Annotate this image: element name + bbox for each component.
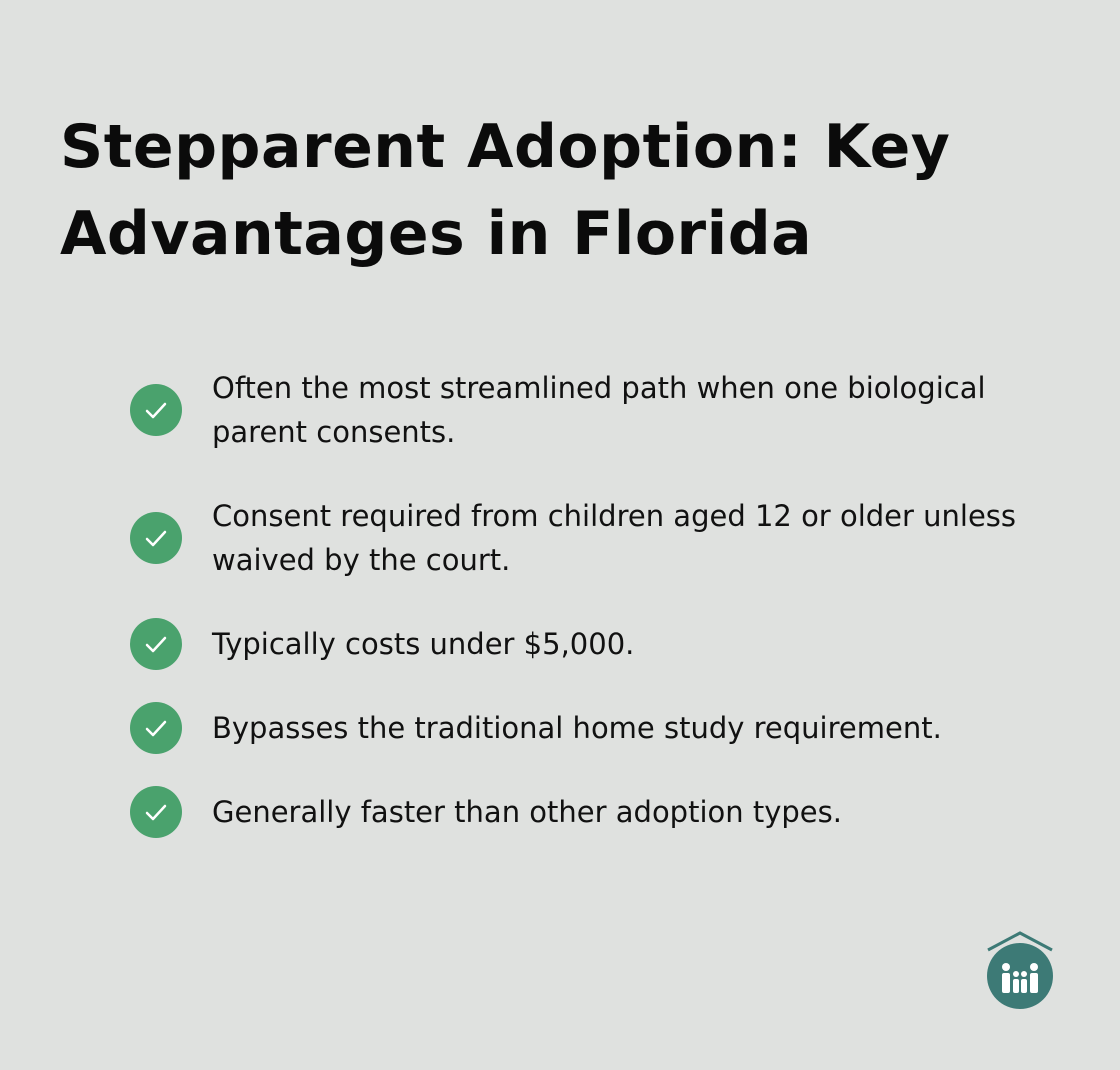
advantage-item: Bypasses the traditional home study requ… [130,702,1060,754]
check-icon [130,786,182,838]
advantage-item: Consent required from children aged 12 o… [130,494,1060,582]
advantage-text: Bypasses the traditional home study requ… [212,711,942,745]
advantage-text: Often the most streamlined path when one… [212,371,986,449]
advantage-text: Generally faster than other adoption typ… [212,795,842,829]
advantage-item: Generally faster than other adoption typ… [130,786,1060,838]
title: Stepparent Adoption: Key Advantages in F… [60,112,951,269]
check-icon [130,512,182,564]
advantage-text: Consent required from children aged 12 o… [212,499,1017,577]
check-icon [130,384,182,436]
advantage-list: Often the most streamlined path when one… [130,366,1060,874]
check-icon [130,702,182,754]
advantage-item: Typically costs under $5,000. [130,618,1060,670]
check-icon [130,618,182,670]
advantage-item: Often the most streamlined path when one… [130,366,1060,454]
logo [987,931,1053,1009]
advantage-text: Typically costs under $5,000. [212,627,635,661]
